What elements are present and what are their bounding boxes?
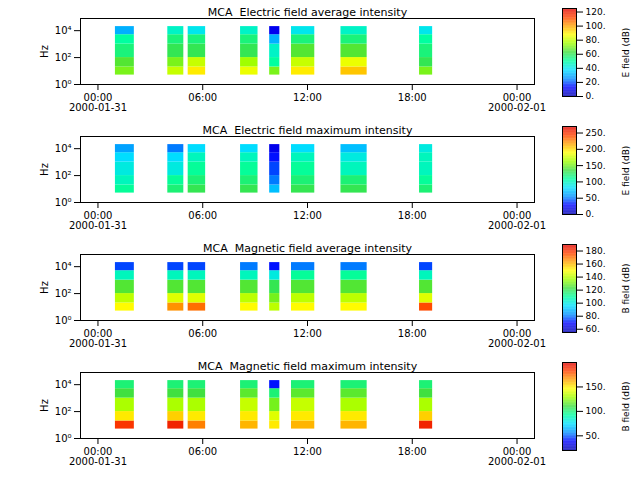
svg-text:00:002000-02-01: 00:002000-02-01 (488, 210, 546, 231)
svg-text:18:00: 18:00 (398, 210, 427, 221)
svg-text:00:002000-02-01: 00:002000-02-01 (488, 446, 546, 467)
svg-text:06:00: 06:00 (188, 446, 217, 457)
svg-text:40.: 40. (586, 63, 600, 73)
svg-text:06:00: 06:00 (188, 328, 217, 339)
svg-text:180.: 180. (586, 246, 606, 256)
svg-text:10⁰: 10⁰ (55, 79, 72, 90)
svg-text:100.: 100. (586, 177, 606, 187)
svg-text:MCA Magnetic field maximum in: MCA Magnetic field maximum intensity (198, 360, 418, 373)
svg-text:E field (dB): E field (dB) (621, 28, 631, 78)
svg-text:12:00: 12:00 (293, 328, 322, 339)
svg-text:50.: 50. (586, 193, 600, 203)
svg-text:100.: 100. (586, 298, 606, 308)
svg-text:E field (dB): E field (dB) (621, 146, 631, 196)
svg-text:10⁰: 10⁰ (55, 197, 72, 208)
svg-text:120.: 120. (586, 7, 606, 17)
svg-text:12:00: 12:00 (293, 210, 322, 221)
svg-text:Hz: Hz (39, 163, 50, 176)
svg-text:120.: 120. (586, 285, 606, 295)
svg-text:10⁴: 10⁴ (55, 379, 72, 390)
svg-text:18:00: 18:00 (398, 92, 427, 103)
svg-text:20.: 20. (586, 77, 600, 87)
svg-text:00:002000-01-31: 00:002000-01-31 (69, 210, 127, 231)
svg-text:10²: 10² (55, 170, 72, 181)
svg-text:18:00: 18:00 (398, 328, 427, 339)
svg-text:80.: 80. (586, 35, 600, 45)
svg-text:80.: 80. (586, 311, 600, 321)
svg-text:00:002000-02-01: 00:002000-02-01 (488, 92, 546, 113)
svg-text:00:002000-02-01: 00:002000-02-01 (488, 328, 546, 349)
svg-text:Hz: Hz (39, 281, 50, 294)
svg-text:160.: 160. (586, 259, 606, 269)
svg-text:Hz: Hz (39, 45, 50, 58)
svg-text:00:002000-01-31: 00:002000-01-31 (69, 328, 127, 349)
svg-text:100.: 100. (586, 406, 606, 416)
svg-text:MCA Electric field maximum in: MCA Electric field maximum intensity (203, 124, 413, 137)
svg-text:B field (dB): B field (dB) (621, 381, 631, 431)
svg-text:Hz: Hz (39, 399, 50, 412)
svg-text:200.: 200. (586, 144, 606, 154)
svg-text:100.: 100. (586, 21, 606, 31)
svg-text:00:002000-01-31: 00:002000-01-31 (69, 446, 127, 467)
svg-text:MCA Magnetic field average in: MCA Magnetic field average intensity (203, 242, 412, 255)
svg-text:10⁰: 10⁰ (55, 433, 72, 444)
svg-text:150.: 150. (586, 160, 606, 170)
svg-text:0.: 0. (586, 209, 595, 219)
svg-text:MCA Electric field average in: MCA Electric field average intensity (208, 6, 408, 19)
svg-text:60.: 60. (586, 49, 600, 59)
svg-text:10²: 10² (55, 52, 72, 63)
svg-text:18:00: 18:00 (398, 446, 427, 457)
svg-text:00:002000-01-31: 00:002000-01-31 (69, 92, 127, 113)
svg-text:50.: 50. (586, 431, 600, 441)
svg-text:10²: 10² (55, 288, 72, 299)
svg-text:60.: 60. (586, 324, 600, 334)
svg-text:12:00: 12:00 (293, 446, 322, 457)
svg-text:140.: 140. (586, 272, 606, 282)
svg-text:12:00: 12:00 (293, 92, 322, 103)
svg-text:B field (dB): B field (dB) (621, 263, 631, 313)
svg-text:06:00: 06:00 (188, 210, 217, 221)
svg-text:0.: 0. (586, 91, 595, 101)
svg-text:150.: 150. (586, 382, 606, 392)
svg-text:10⁰: 10⁰ (55, 315, 72, 326)
svg-text:10⁴: 10⁴ (55, 261, 72, 272)
svg-text:10⁴: 10⁴ (55, 143, 72, 154)
svg-text:10⁴: 10⁴ (55, 25, 72, 36)
svg-text:10²: 10² (55, 406, 72, 417)
svg-text:06:00: 06:00 (188, 92, 217, 103)
svg-text:250.: 250. (586, 128, 606, 138)
